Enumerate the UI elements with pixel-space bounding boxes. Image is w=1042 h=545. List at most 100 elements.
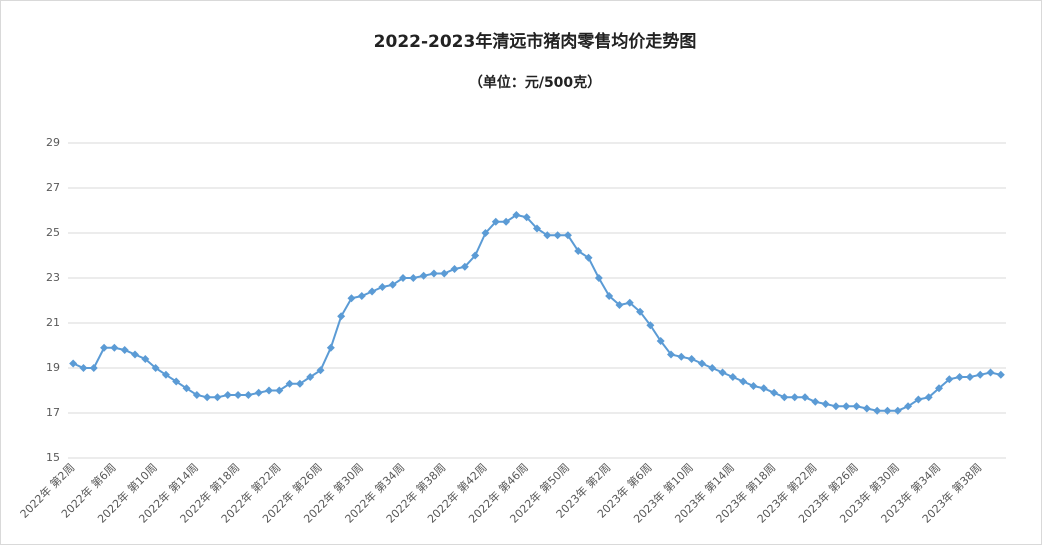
data-point	[976, 370, 985, 379]
data-point	[450, 265, 459, 273]
data-point	[285, 379, 294, 388]
data-point	[945, 375, 954, 384]
data-point	[749, 382, 758, 390]
data-point	[533, 224, 541, 233]
data-point	[770, 388, 779, 397]
data-point	[687, 355, 696, 363]
data-point	[89, 364, 98, 372]
data-point	[965, 373, 974, 381]
data-point	[811, 397, 820, 406]
data-point	[275, 386, 284, 395]
data-point	[409, 274, 418, 282]
data-point	[419, 271, 428, 280]
data-point	[996, 370, 1005, 379]
data-point	[213, 393, 222, 402]
y-tick-label: 29	[46, 136, 60, 149]
chart-subtitle: （单位：元/500克）	[469, 74, 601, 91]
data-point	[357, 292, 366, 300]
data-point	[914, 395, 923, 404]
data-point	[120, 346, 129, 354]
data-point	[512, 211, 521, 219]
data-point	[306, 373, 315, 381]
data-point	[718, 368, 727, 377]
data-point	[244, 391, 253, 399]
data-point	[265, 386, 273, 395]
data-point	[605, 292, 614, 300]
data-point	[584, 253, 593, 262]
y-tick-label: 23	[46, 271, 60, 284]
data-point	[677, 352, 686, 361]
data-point	[316, 366, 325, 375]
data-point	[543, 231, 552, 240]
y-tick-label: 19	[46, 361, 60, 374]
data-point	[326, 343, 335, 352]
data-point	[203, 393, 212, 402]
data-point	[904, 402, 913, 411]
y-tick-label: 21	[46, 316, 60, 329]
y-tick-label: 17	[46, 406, 60, 419]
data-point	[522, 213, 531, 222]
data-point	[873, 406, 882, 415]
data-point	[708, 364, 717, 372]
data-point	[440, 269, 449, 278]
data-point	[831, 402, 840, 411]
data-point	[254, 388, 263, 397]
data-point	[429, 269, 438, 278]
data-point	[378, 283, 387, 291]
data-point	[842, 402, 851, 411]
data-point	[388, 280, 397, 289]
chart-title: 2022-2023年清远市猪肉零售均价走势图	[374, 31, 697, 52]
data-point	[368, 287, 377, 296]
data-point	[234, 391, 243, 399]
data-point	[192, 391, 201, 399]
data-point	[759, 384, 768, 393]
data-point	[161, 370, 170, 379]
y-tick-label: 27	[46, 181, 60, 194]
data-point	[697, 359, 706, 368]
data-point	[295, 379, 304, 388]
data-point	[502, 217, 511, 226]
data-point	[491, 217, 500, 226]
data-point	[780, 393, 789, 402]
data-point	[347, 294, 356, 303]
data-point	[821, 400, 830, 408]
data-point	[883, 406, 892, 415]
data-point	[471, 251, 480, 260]
data-point	[151, 364, 160, 372]
data-point	[460, 262, 469, 271]
data-point	[337, 312, 346, 321]
data-point	[481, 229, 490, 237]
data-point	[563, 231, 572, 240]
data-point	[553, 231, 562, 240]
data-point	[131, 350, 139, 359]
data-point	[399, 274, 407, 282]
data-point	[646, 321, 655, 330]
data-point	[656, 337, 665, 345]
data-point	[141, 355, 150, 363]
data-point	[594, 274, 603, 282]
data-point	[924, 393, 933, 402]
data-point	[110, 343, 119, 352]
data-point	[862, 404, 871, 413]
data-point	[739, 377, 748, 386]
data-point	[986, 368, 995, 377]
data-point	[790, 393, 799, 402]
data-point	[615, 301, 624, 309]
data-point	[636, 307, 645, 316]
data-point	[69, 359, 78, 368]
data-point	[728, 373, 737, 381]
y-tick-label: 15	[46, 451, 60, 464]
data-point	[667, 350, 675, 359]
data-point	[935, 384, 943, 393]
y-tick-label: 25	[46, 226, 60, 239]
data-point	[574, 247, 583, 255]
data-point	[801, 393, 809, 402]
data-point	[223, 391, 232, 399]
data-point	[852, 402, 861, 411]
data-point	[182, 384, 191, 393]
data-point	[625, 298, 634, 307]
data-point	[893, 406, 902, 415]
data-point	[955, 373, 964, 381]
data-point	[79, 364, 88, 372]
